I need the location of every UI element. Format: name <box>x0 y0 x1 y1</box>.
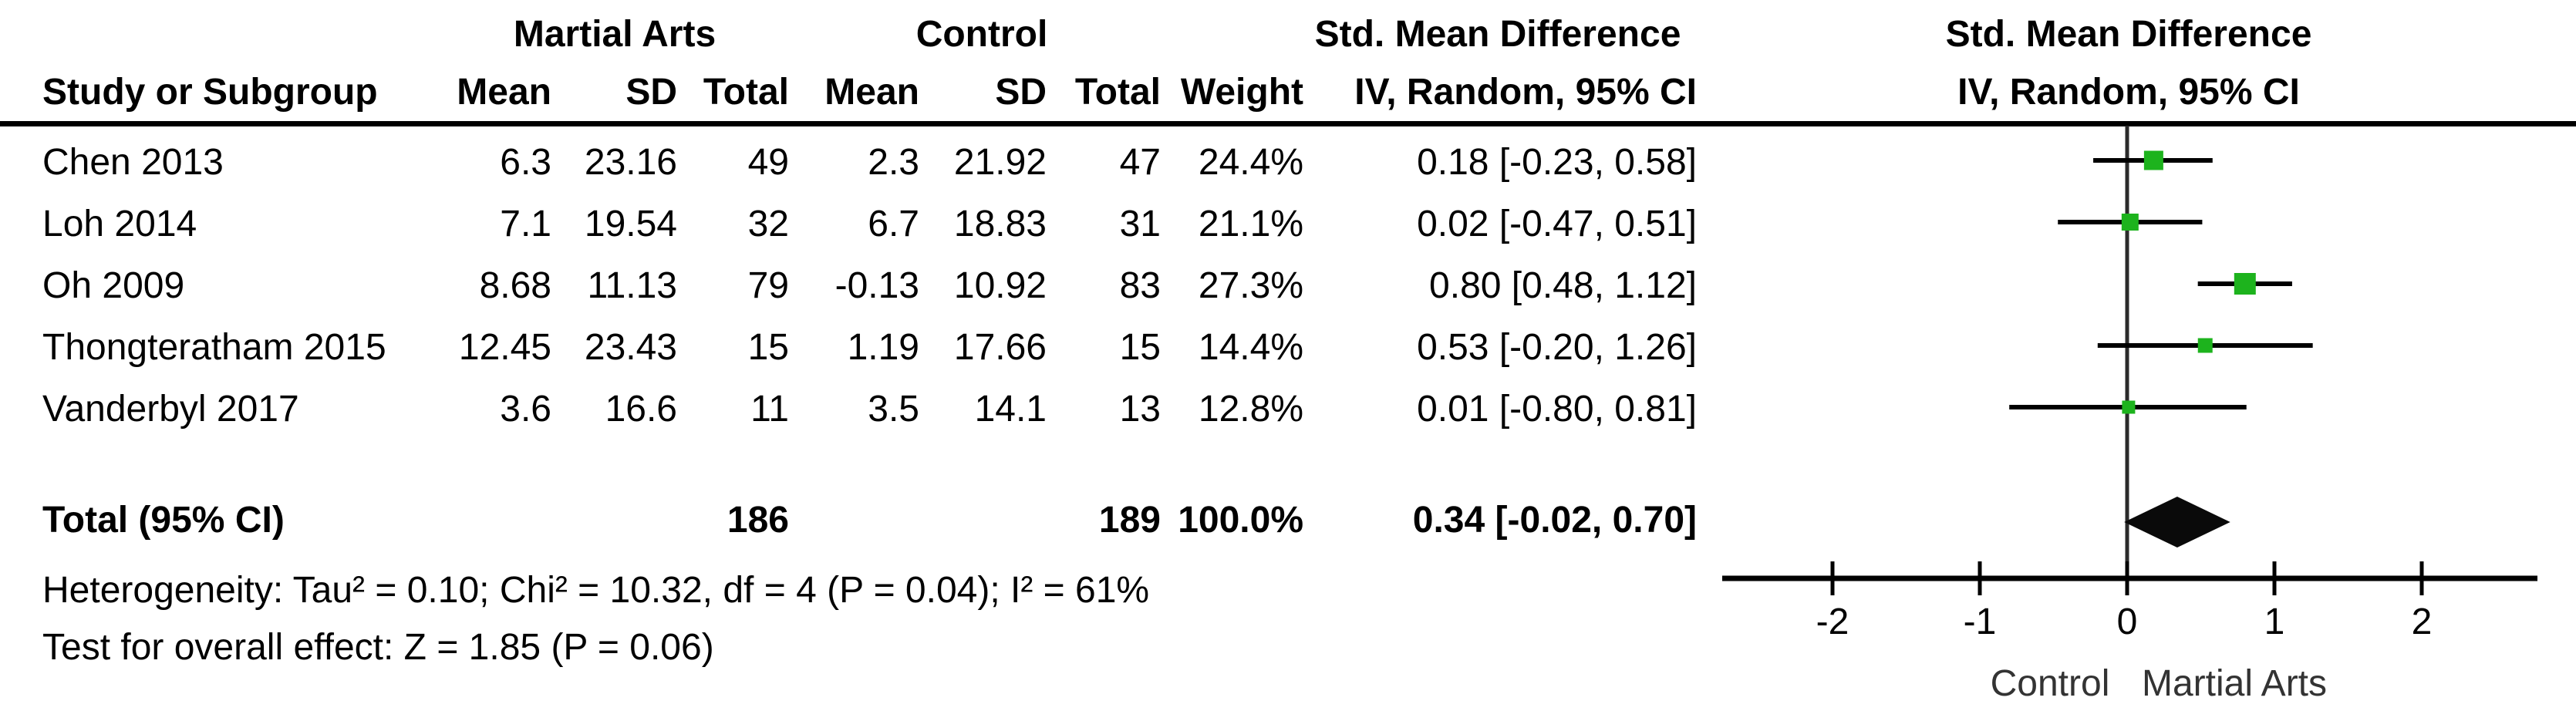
cell-total1: 49 <box>747 142 789 183</box>
cell-study: Vanderbyl 2017 <box>42 389 299 430</box>
cell-mean1: 8.68 <box>479 265 551 306</box>
cell-ci: 0.18 [-0.23, 0.58] <box>1417 142 1697 183</box>
cell-mean2: 2.3 <box>868 142 919 183</box>
total-cell-study: Total (95% CI) <box>42 500 285 541</box>
effect-square <box>2143 150 2163 170</box>
cell-weight: 21.1% <box>1198 204 1303 244</box>
header-rule <box>0 121 2576 126</box>
tick-label: -1 <box>1964 601 1997 642</box>
tick-label: 0 <box>2117 601 2138 642</box>
cell-total1: 79 <box>747 265 789 306</box>
total-cell-study: Study or Subgroup <box>42 72 378 113</box>
cell-weight: 27.3% <box>1198 265 1303 306</box>
cell-weight: 14.4% <box>1198 327 1303 368</box>
cell-mean1: 12.45 <box>458 327 551 368</box>
cell-ci: 0.02 [-0.47, 0.51] <box>1417 204 1697 244</box>
cell-study: Loh 2014 <box>42 204 197 244</box>
cell-mean2: 6.7 <box>868 204 919 244</box>
cell-total2: 31 <box>1119 204 1161 244</box>
total-cell-mean1: Mean <box>457 72 551 113</box>
heterogeneity-note: Heterogeneity: Tau² = 0.10; Chi² = 10.32… <box>42 570 1150 611</box>
group-header-martial-arts: Martial Arts <box>513 14 716 55</box>
total-cell-mean2: Mean <box>824 72 919 113</box>
cell-mean2: 3.5 <box>868 389 919 430</box>
tick-label: -2 <box>1816 601 1849 642</box>
effect-square <box>2122 400 2136 414</box>
axis-group-label-martial-arts: Martial Arts <box>2142 663 2327 704</box>
cell-sd1: 23.43 <box>584 327 677 368</box>
total-cell-ci: IV, Random, 95% CI <box>1354 72 1697 113</box>
effect-square <box>2121 214 2139 231</box>
cell-mean2: 1.19 <box>847 327 919 368</box>
total-cell-weight: Weight <box>1180 72 1303 113</box>
method-header-plot: IV, Random, 95% CI <box>1957 72 2300 113</box>
overall-effect-note: Test for overall effect: Z = 1.85 (P = 0… <box>42 627 714 668</box>
cell-sd2: 21.92 <box>953 142 1047 183</box>
cell-total1: 15 <box>747 327 789 368</box>
cell-sd1: 11.13 <box>587 265 677 306</box>
tick-label: 1 <box>2264 601 2285 642</box>
group-header-control: Control <box>915 14 1048 55</box>
cell-sd1: 16.6 <box>605 389 677 430</box>
summary-diamond <box>2124 497 2230 548</box>
axis-group-label-control: Control <box>1991 663 2110 704</box>
total-cell-ci: 0.34 [-0.02, 0.70] <box>1412 500 1697 541</box>
cell-weight: 24.4% <box>1198 142 1303 183</box>
cell-mean1: 3.6 <box>500 389 551 430</box>
cell-ci: 0.53 [-0.20, 1.26] <box>1417 327 1697 368</box>
cell-total2: 13 <box>1119 389 1161 430</box>
cell-study: Oh 2009 <box>42 265 185 306</box>
cell-sd1: 19.54 <box>584 204 677 244</box>
cell-mean1: 7.1 <box>500 204 551 244</box>
total-cell-sd1: SD <box>625 72 677 113</box>
cell-total2: 47 <box>1119 142 1161 183</box>
total-cell-weight: 100.0% <box>1178 500 1303 541</box>
cell-mean1: 6.3 <box>500 142 551 183</box>
tick-label: 2 <box>2412 601 2433 642</box>
cell-ci: 0.01 [-0.80, 0.81] <box>1417 389 1697 430</box>
total-cell-sd2: SD <box>995 72 1047 113</box>
cell-sd2: 10.92 <box>953 265 1047 306</box>
cell-total1: 32 <box>747 204 789 244</box>
cell-total1: 11 <box>750 389 789 430</box>
total-cell-total2: Total <box>1074 72 1161 113</box>
cell-ci: 0.80 [0.48, 1.12] <box>1429 265 1697 306</box>
cell-weight: 12.8% <box>1198 389 1303 430</box>
effect-header-column: Std. Mean Difference <box>1314 14 1681 55</box>
effect-header-plot: Std. Mean Difference <box>1945 14 2312 55</box>
total-cell-total1: 186 <box>727 500 789 541</box>
cell-study: Thongteratham 2015 <box>42 327 386 368</box>
effect-square <box>2197 338 2213 353</box>
total-cell-total1: Total <box>703 72 789 113</box>
cell-sd2: 17.66 <box>953 327 1047 368</box>
effect-square <box>2234 273 2256 295</box>
cell-sd1: 23.16 <box>584 142 677 183</box>
cell-total2: 83 <box>1119 265 1161 306</box>
cell-mean2: -0.13 <box>835 265 919 306</box>
cell-study: Chen 2013 <box>42 142 224 183</box>
cell-sd2: 18.83 <box>953 204 1047 244</box>
cell-sd2: 14.1 <box>974 389 1047 430</box>
total-cell-total2: 189 <box>1098 500 1161 541</box>
forest-plot-canvas: -2 -1 0 1 2 Control Martial Arts <box>1722 126 2537 704</box>
cell-total2: 15 <box>1119 327 1161 368</box>
